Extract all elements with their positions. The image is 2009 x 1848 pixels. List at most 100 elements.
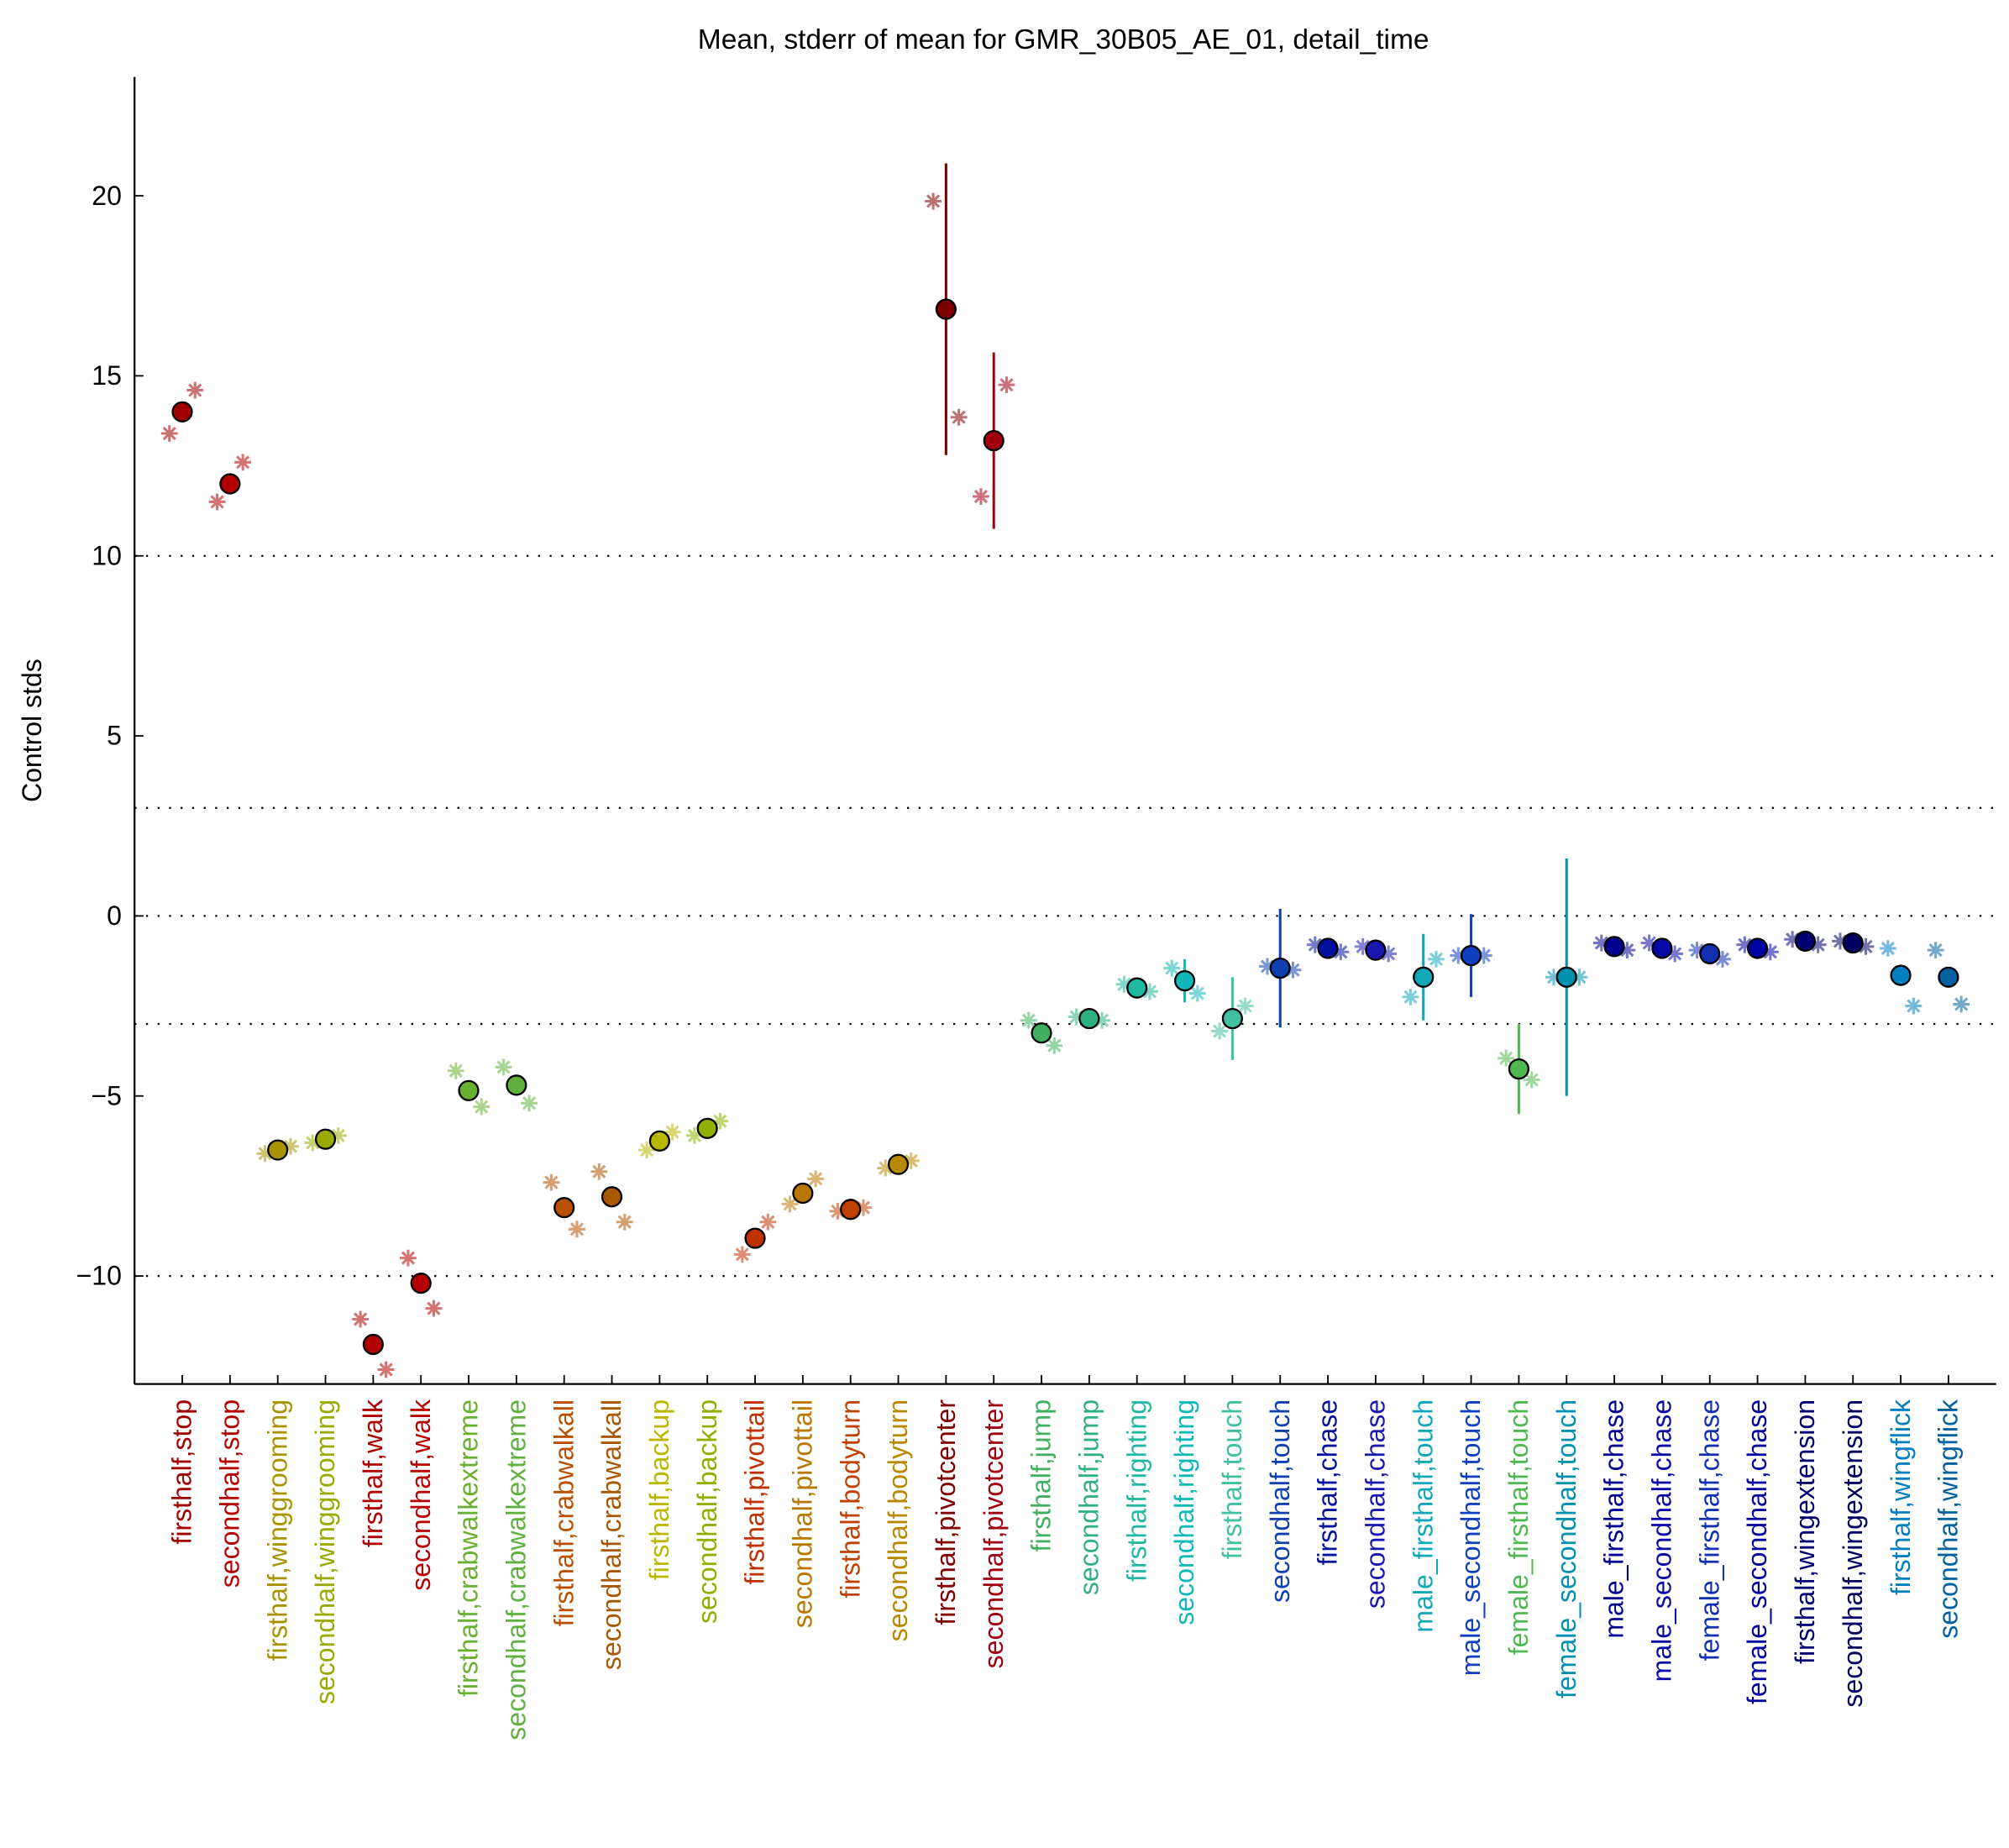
- replicate-marker: [590, 1163, 608, 1180]
- replicate-marker: [1809, 936, 1827, 953]
- x-tick-label: secondhalf,walk: [406, 1399, 436, 1591]
- replicate-marker: [1141, 983, 1158, 1000]
- replicate-marker: [425, 1299, 443, 1317]
- mean-marker: [1555, 966, 1577, 988]
- x-tick-label: firsthalf,winggrooming: [262, 1399, 292, 1661]
- replicate-marker: [781, 1195, 799, 1213]
- replicate-marker: [1067, 1008, 1085, 1026]
- x-tick-label: firsthalf,pivotcenter: [931, 1399, 961, 1625]
- x-tick-label: secondhalf,chase: [1361, 1399, 1391, 1609]
- replicate-marker: [521, 1095, 538, 1112]
- mean-marker: [1126, 977, 1148, 999]
- replicate-marker: [256, 1145, 274, 1163]
- replicate-marker: [234, 454, 252, 471]
- mean-marker: [792, 1182, 814, 1205]
- x-tick-label: firsthalf,crabwalkall: [548, 1399, 579, 1626]
- x-tick-label: firsthalf,pivottail: [740, 1399, 770, 1585]
- mean-marker: [696, 1117, 718, 1139]
- replicate-marker: [569, 1221, 585, 1238]
- replicate-marker: [1332, 943, 1350, 961]
- replicate-marker: [473, 1098, 490, 1116]
- replicate-marker: [1163, 959, 1181, 977]
- mean-marker: [1317, 937, 1339, 959]
- x-tick-label: firsthalf,backup: [644, 1399, 674, 1580]
- replicate-marker: [733, 1246, 751, 1263]
- replicate-marker: [1020, 1011, 1037, 1029]
- mean-marker: [1173, 969, 1196, 992]
- mean-marker: [1603, 936, 1625, 958]
- replicate-marker: [1259, 958, 1276, 975]
- mean-marker: [1460, 944, 1482, 967]
- x-tick-label: secondhalf,stop: [215, 1399, 245, 1588]
- replicate-marker: [1545, 969, 1562, 986]
- replicate-marker: [377, 1361, 395, 1378]
- x-tick-label: secondhalf,winggrooming: [310, 1399, 340, 1704]
- replicate-marker: [1953, 995, 1970, 1013]
- mean-marker: [1078, 1007, 1100, 1030]
- replicate-marker: [1354, 937, 1372, 955]
- replicate-marker: [1640, 934, 1658, 952]
- replicate-marker: [400, 1249, 417, 1267]
- x-tick-label: firsthalf,crabwalkextreme: [454, 1399, 484, 1697]
- x-tick-label: female_firsthalf,touch: [1503, 1399, 1534, 1655]
- mean-marker: [1269, 957, 1291, 979]
- x-tick-label: firsthalf,bodyturn: [835, 1399, 865, 1599]
- x-tick-label: secondhalf,pivotcenter: [978, 1399, 1009, 1669]
- x-tick-label: secondhalf,bodyturn: [883, 1399, 913, 1641]
- mean-marker: [887, 1153, 910, 1175]
- replicate-marker: [1571, 969, 1588, 986]
- mean-marker: [219, 473, 241, 495]
- mean-marker: [935, 298, 957, 320]
- replicate-marker: [160, 425, 178, 442]
- replicate-marker: [807, 1170, 825, 1188]
- mean-marker: [1221, 1007, 1243, 1030]
- y-axis-label: Control stds: [17, 659, 47, 802]
- x-tick-label: firsthalf,jump: [1026, 1399, 1057, 1551]
- y-tick-label: 0: [107, 900, 122, 931]
- mean-marker: [601, 1186, 623, 1208]
- replicate-marker: [1428, 950, 1445, 968]
- replicate-marker: [329, 1126, 347, 1144]
- replicate-marker: [1284, 961, 1302, 979]
- x-tick-label: firsthalf,walk: [358, 1399, 388, 1547]
- x-tick-label: firsthalf,touch: [1217, 1399, 1247, 1559]
- mean-marker: [1842, 932, 1864, 954]
- replicate-marker: [186, 381, 204, 399]
- mean-marker: [458, 1079, 480, 1101]
- y-tick-label: 15: [92, 360, 122, 391]
- replicate-marker: [1450, 947, 1467, 964]
- replicate-marker: [543, 1173, 560, 1191]
- replicate-marker: [1832, 932, 1849, 950]
- x-tick-label: secondhalf,backup: [692, 1399, 722, 1624]
- replicate-marker: [1523, 1071, 1540, 1089]
- replicate-marker: [1115, 975, 1133, 993]
- replicate-marker: [1402, 988, 1419, 1005]
- replicate-marker: [1879, 940, 1896, 957]
- replicate-marker: [759, 1213, 777, 1231]
- replicate-marker: [1188, 984, 1206, 1002]
- replicate-marker: [638, 1142, 656, 1158]
- y-tick-label: 10: [92, 540, 122, 570]
- x-tick-label: secondhalf,crabwalkextreme: [501, 1399, 532, 1740]
- replicate-marker: [352, 1310, 370, 1328]
- replicate-marker: [1094, 1011, 1111, 1029]
- y-tick-label: 5: [107, 721, 122, 751]
- replicate-marker: [1927, 942, 1944, 959]
- mean-marker: [1699, 942, 1721, 965]
- mean-marker: [171, 401, 193, 423]
- replicate-marker: [447, 1062, 464, 1079]
- mean-marker: [1031, 1022, 1052, 1044]
- chart-title: Mean, stderr of mean for GMR_30B05_AE_01…: [698, 24, 1429, 55]
- x-tick-label: secondhalf,touch: [1265, 1399, 1295, 1603]
- x-tick-label: male_secondhalf,touch: [1456, 1399, 1486, 1676]
- mean-marker: [410, 1273, 432, 1294]
- mean-marker: [744, 1227, 766, 1249]
- mean-marker: [1651, 937, 1673, 959]
- mean-marker: [362, 1333, 384, 1356]
- replicate-marker: [1736, 936, 1754, 953]
- replicate-marker: [998, 376, 1015, 394]
- x-tick-label: firsthalf,righting: [1121, 1399, 1151, 1582]
- replicate-marker: [1666, 945, 1684, 963]
- y-tick-label: −5: [91, 1080, 122, 1110]
